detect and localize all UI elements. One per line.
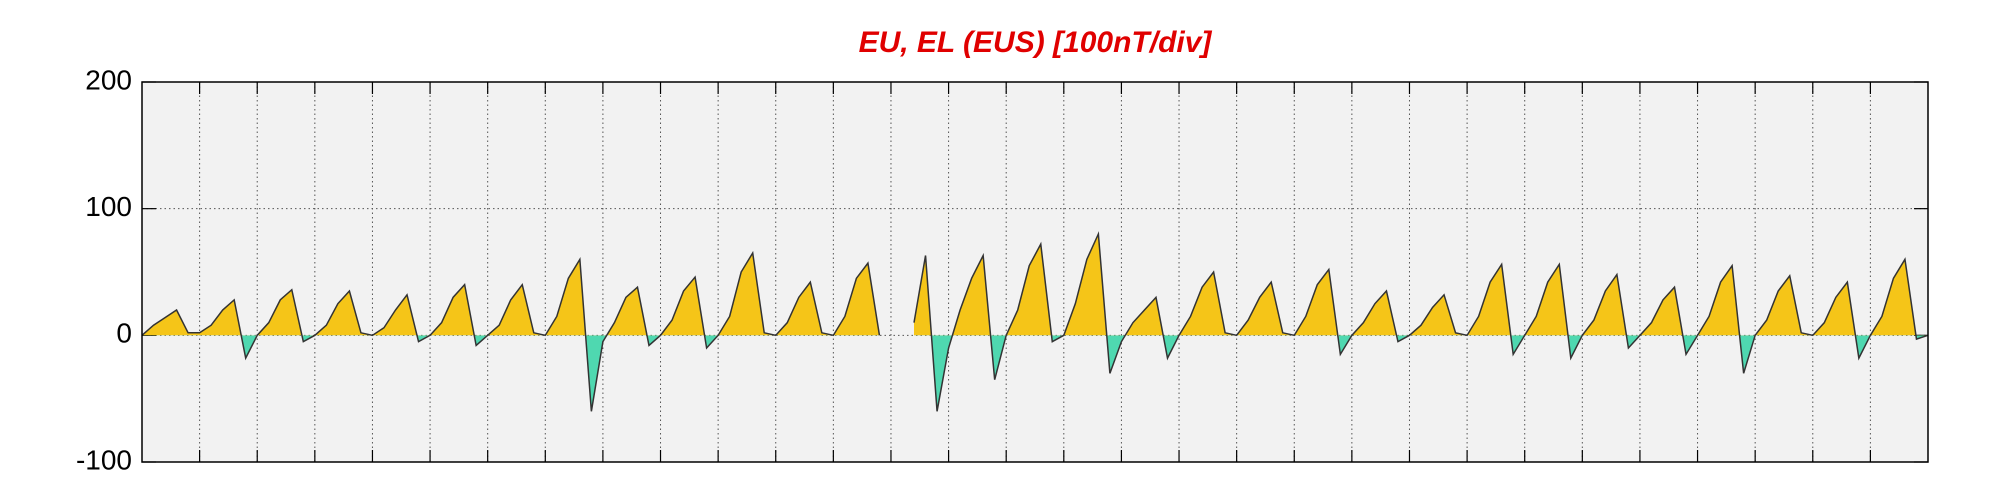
data-line bbox=[141, 250, 881, 412]
y-tick-label: 200 bbox=[85, 64, 132, 95]
y-tick-label: -100 bbox=[76, 444, 132, 475]
positive-area bbox=[142, 253, 880, 336]
positive-area bbox=[914, 234, 1928, 336]
data-line bbox=[913, 231, 1929, 412]
chart-title: EU, EL (EUS) [100nT/div] bbox=[859, 26, 1213, 59]
plot-frame bbox=[141, 81, 1929, 463]
y-tick-label: 100 bbox=[85, 191, 132, 222]
negative-area bbox=[241, 335, 719, 412]
y-tick-label: 0 bbox=[116, 318, 132, 349]
